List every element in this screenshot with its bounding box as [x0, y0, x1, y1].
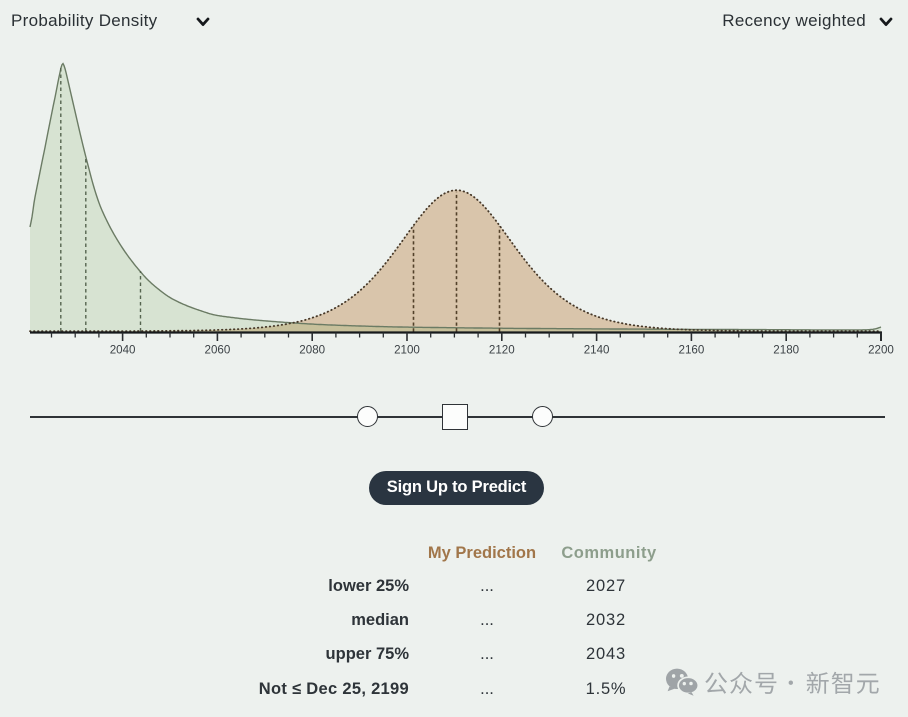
svg-text:2180: 2180: [773, 344, 799, 357]
svg-text:2120: 2120: [489, 344, 515, 357]
svg-text:2060: 2060: [205, 344, 231, 357]
svg-text:2080: 2080: [299, 344, 325, 357]
svg-text:2100: 2100: [394, 344, 420, 357]
svg-text:2160: 2160: [679, 344, 705, 357]
svg-text:2140: 2140: [584, 344, 610, 357]
svg-text:2200: 2200: [868, 344, 894, 357]
svg-text:2040: 2040: [110, 344, 136, 357]
